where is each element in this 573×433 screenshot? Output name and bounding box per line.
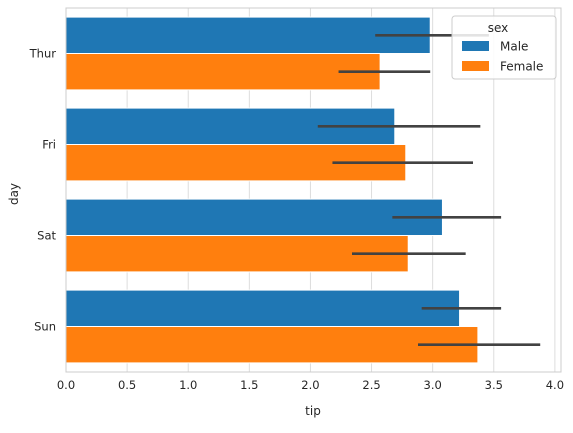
x-tick-label: 0.5 [118,378,136,392]
legend-swatch [462,61,489,71]
legend-entries: Male Female [462,40,543,74]
tick-labels: 0.0 0.5 1.0 1.5 2.0 2.5 3.0 3.5 4.0 Thur Fri Sat Sun [29,47,564,393]
x-tick-label: 2.0 [301,378,319,392]
x-tick-label: 2.5 [362,378,380,392]
x-tick-label: 0.0 [57,378,75,392]
bars [65,16,479,364]
y-axis-label: day [7,183,21,205]
legend-swatch [462,41,489,51]
bar [65,326,479,364]
bar [65,198,443,237]
y-tick-label: Thur [29,47,57,61]
x-tick-label: 3.0 [424,378,442,392]
x-axis-label: tip [305,404,321,418]
x-tick-label: 1.0 [179,378,197,392]
legend-label: Female [500,60,543,74]
legend-label: Male [500,40,528,54]
legend-title: sex [488,21,509,35]
bar [65,53,381,91]
bar [65,289,461,328]
x-tick-label: 1.5 [240,378,258,392]
error-bars [317,33,541,347]
bar [65,235,409,273]
axes [65,7,562,373]
y-tick-label: Sat [37,229,56,243]
legend: sex Male Female [451,15,557,80]
x-tick-label: 3.5 [485,378,503,392]
y-tick-label: Sun [34,320,56,334]
axes-frame [65,7,562,373]
y-tick-label: Fri [42,138,56,152]
x-tick-label: 4.0 [546,378,564,392]
